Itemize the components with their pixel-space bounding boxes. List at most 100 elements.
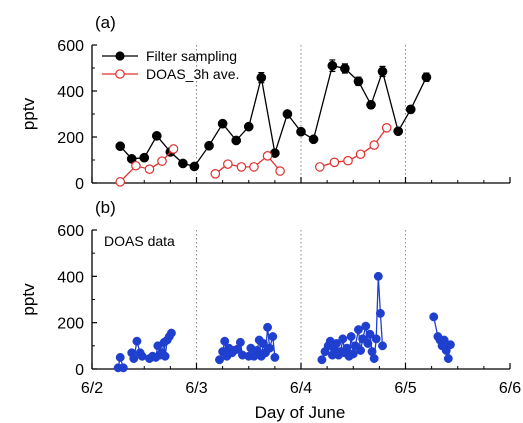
data-point bbox=[204, 140, 214, 151]
legend-marker bbox=[115, 51, 125, 61]
data-point bbox=[355, 149, 366, 160]
data-point bbox=[144, 164, 155, 174]
data-point bbox=[366, 99, 376, 110]
data-point bbox=[263, 322, 273, 332]
series-doas-3h-ave- bbox=[115, 123, 392, 187]
data-point bbox=[338, 334, 348, 344]
data-point bbox=[157, 156, 167, 166]
legend-label: DOAS_3h ave. bbox=[146, 66, 239, 82]
data-point bbox=[353, 76, 364, 87]
data-point bbox=[378, 341, 387, 351]
data-point bbox=[354, 325, 363, 335]
data-point bbox=[249, 162, 259, 172]
data-point bbox=[115, 352, 125, 362]
data-point bbox=[296, 126, 306, 137]
y-tick-label: 0 bbox=[75, 176, 84, 193]
legend-marker bbox=[115, 69, 125, 79]
data-point bbox=[369, 354, 379, 364]
series-filter-sampling bbox=[115, 59, 432, 172]
data-point bbox=[375, 308, 385, 318]
series-doas-tail bbox=[429, 312, 455, 364]
data-point bbox=[217, 118, 228, 129]
panel-b: 0 200 400 600 6/2 6/3 6/4 6/5 6/6 pptv (b) DOAS dat… bbox=[19, 198, 521, 397]
data-point bbox=[439, 335, 449, 345]
data-point bbox=[329, 157, 340, 168]
data-point bbox=[371, 334, 381, 344]
data-point bbox=[139, 152, 150, 163]
data-point bbox=[243, 121, 254, 132]
data-point bbox=[178, 158, 188, 169]
data-point bbox=[210, 169, 221, 179]
data-point bbox=[151, 131, 162, 141]
y-tick-label: 600 bbox=[57, 223, 84, 240]
y-tick-label: 400 bbox=[57, 84, 84, 101]
data-point bbox=[381, 123, 392, 133]
data-point bbox=[343, 155, 353, 166]
legend: Filter sampling DOAS_3h ave. bbox=[102, 48, 239, 82]
data-point bbox=[363, 339, 373, 348]
x-axis-label: Day of June bbox=[255, 403, 346, 422]
data-point bbox=[166, 328, 176, 338]
y-tick-label: 0 bbox=[75, 362, 84, 379]
panel-label: (b) bbox=[95, 198, 116, 217]
panel-a: 0 200 400 600 pptv (a) Filter sampling DOAS_3h … bbox=[19, 13, 511, 193]
x-tick-label: 6/5 bbox=[394, 380, 416, 397]
x-tick-label: 6/2 bbox=[81, 380, 103, 397]
x-tick-label: 6/3 bbox=[185, 380, 207, 397]
data-point bbox=[356, 346, 366, 355]
data-point bbox=[223, 159, 233, 169]
data-point bbox=[132, 336, 142, 346]
data-point bbox=[270, 352, 280, 362]
data-point bbox=[256, 72, 267, 83]
data-point bbox=[258, 339, 268, 348]
data-point bbox=[115, 141, 126, 152]
series-doas-data bbox=[113, 271, 387, 373]
data-point bbox=[215, 355, 224, 365]
data-point bbox=[365, 329, 375, 339]
data-point bbox=[115, 177, 126, 187]
data-point bbox=[393, 126, 404, 137]
data-point bbox=[308, 134, 319, 145]
data-point bbox=[373, 271, 383, 281]
y-axis-label: pptv bbox=[19, 283, 38, 316]
data-point bbox=[346, 332, 356, 342]
data-point bbox=[236, 162, 247, 172]
y-tick-label: 400 bbox=[57, 269, 84, 286]
data-point bbox=[361, 321, 371, 331]
data-point bbox=[189, 161, 200, 172]
data-point bbox=[340, 63, 350, 74]
data-point bbox=[118, 363, 128, 373]
data-point bbox=[160, 351, 170, 361]
data-point bbox=[231, 135, 242, 146]
data-point bbox=[443, 354, 453, 364]
data-point bbox=[405, 104, 416, 115]
data-point bbox=[282, 109, 293, 119]
data-point bbox=[369, 140, 379, 150]
x-tick-label: 6/4 bbox=[290, 380, 312, 397]
data-point bbox=[131, 160, 141, 171]
data-point bbox=[429, 312, 439, 322]
data-point bbox=[421, 72, 432, 83]
y-tick-label: 600 bbox=[57, 38, 84, 55]
y-tick-label: 200 bbox=[57, 130, 84, 147]
panel-label: (a) bbox=[95, 13, 116, 32]
data-point bbox=[315, 162, 325, 172]
data-point bbox=[317, 355, 327, 365]
data-point bbox=[129, 354, 139, 364]
data-point bbox=[265, 343, 275, 353]
y-axis-label: pptv bbox=[19, 97, 38, 130]
data-point bbox=[235, 337, 245, 347]
data-point bbox=[262, 151, 273, 161]
y-tick-label: 200 bbox=[57, 316, 84, 333]
data-point bbox=[332, 339, 341, 348]
data-point bbox=[445, 340, 455, 350]
panel-annotation: DOAS data bbox=[104, 233, 175, 249]
data-point bbox=[220, 336, 230, 346]
data-point bbox=[327, 60, 338, 71]
data-point bbox=[268, 332, 278, 342]
legend-label: Filter sampling bbox=[146, 48, 237, 64]
data-point bbox=[168, 144, 179, 154]
x-tick-label: 6/6 bbox=[499, 380, 521, 397]
data-point bbox=[275, 166, 285, 176]
